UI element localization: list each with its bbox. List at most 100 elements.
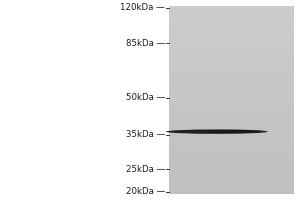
Bar [169, 11, 294, 12]
Bar [169, 114, 294, 115]
Bar [169, 70, 294, 71]
Bar [169, 32, 294, 34]
Bar [169, 51, 294, 52]
Bar [169, 191, 294, 193]
Bar [169, 125, 294, 126]
Bar [169, 40, 294, 41]
Bar [169, 141, 294, 143]
Bar [169, 16, 294, 17]
Bar [169, 124, 294, 125]
Bar [169, 15, 294, 16]
Bar [169, 137, 294, 139]
Bar [169, 105, 294, 106]
Bar [169, 53, 294, 55]
Bar [169, 154, 294, 155]
Bar [169, 126, 294, 128]
Bar [169, 13, 294, 15]
Bar [169, 60, 294, 61]
Bar [169, 101, 294, 103]
Bar [169, 160, 294, 161]
Bar [169, 122, 294, 124]
Bar [169, 8, 294, 10]
Bar [169, 100, 294, 101]
Bar [169, 67, 294, 69]
Bar [169, 7, 294, 9]
Bar [169, 180, 294, 181]
Bar [169, 95, 294, 96]
Bar [169, 63, 294, 65]
Text: 50kDa —: 50kDa — [126, 93, 165, 102]
Bar [169, 81, 294, 82]
Bar [169, 175, 294, 176]
Bar [169, 47, 294, 49]
Bar [169, 23, 294, 25]
Bar [169, 121, 294, 123]
Bar [169, 172, 294, 174]
Bar [169, 46, 294, 47]
Bar [169, 38, 294, 40]
Bar [169, 55, 294, 56]
Bar [169, 147, 294, 149]
Bar [169, 84, 294, 85]
Bar [169, 159, 294, 160]
Bar [169, 36, 294, 37]
Bar [169, 26, 294, 27]
Bar [169, 25, 294, 26]
Bar [169, 102, 294, 104]
Bar [169, 86, 294, 87]
Bar [169, 152, 294, 154]
Bar [169, 176, 294, 178]
Bar [169, 17, 294, 19]
Bar [169, 178, 294, 179]
Bar [169, 166, 294, 168]
Bar [169, 109, 294, 110]
Bar [169, 189, 294, 190]
Bar [169, 33, 294, 35]
Bar [169, 104, 294, 105]
Bar [169, 65, 294, 66]
Bar [169, 42, 294, 44]
Ellipse shape [206, 130, 262, 132]
Bar [169, 190, 294, 191]
Bar [169, 185, 294, 186]
Bar [169, 57, 294, 59]
Bar [169, 181, 294, 183]
Bar [169, 145, 294, 146]
Bar [169, 146, 294, 148]
Bar [169, 52, 294, 54]
Bar [169, 78, 294, 80]
Bar [169, 165, 294, 166]
Bar [169, 134, 294, 135]
Bar [169, 149, 294, 150]
Bar [169, 164, 294, 165]
Bar [169, 27, 294, 29]
Bar [169, 188, 294, 189]
Bar [169, 89, 294, 90]
Bar [169, 174, 294, 175]
Bar [169, 140, 294, 141]
Bar [169, 6, 294, 7]
Bar [169, 167, 294, 169]
Bar [169, 171, 294, 173]
Bar [169, 87, 294, 89]
Bar [169, 94, 294, 95]
Bar [169, 62, 294, 64]
Bar [169, 193, 294, 194]
Text: 20kDa —: 20kDa — [126, 188, 165, 196]
Bar [169, 77, 294, 79]
Bar [169, 96, 294, 97]
Bar [169, 85, 294, 86]
Bar [169, 75, 294, 76]
Text: 120kDa —: 120kDa — [120, 3, 165, 12]
Bar [169, 37, 294, 39]
Bar [169, 73, 294, 75]
Bar [169, 50, 294, 51]
Bar [169, 41, 294, 42]
Bar [169, 80, 294, 81]
Bar [169, 136, 294, 138]
Bar [169, 30, 294, 31]
Bar [169, 72, 294, 74]
Text: 35kDa —: 35kDa — [126, 130, 165, 139]
Bar [169, 130, 294, 131]
Bar [169, 129, 294, 130]
